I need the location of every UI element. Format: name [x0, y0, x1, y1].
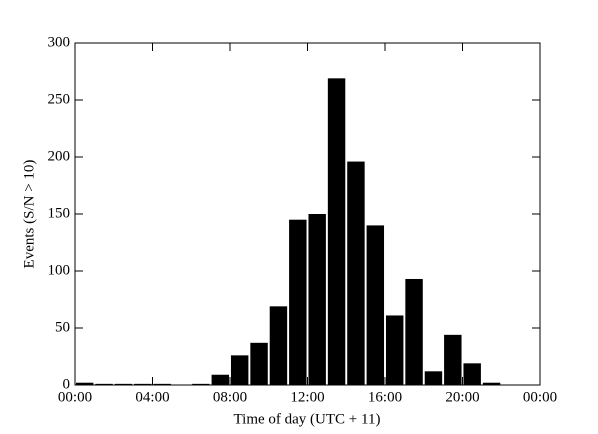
bar — [250, 342, 268, 385]
bar — [327, 78, 346, 385]
x-tick-label: 16:00 — [368, 389, 402, 405]
y-tick-label: 150 — [48, 205, 71, 221]
bar — [95, 383, 113, 385]
y-tick-label: 300 — [48, 34, 71, 50]
bar — [153, 383, 171, 385]
bar — [114, 383, 133, 385]
y-axis-label: Events (S/N > 10) — [21, 160, 37, 269]
bar — [463, 363, 481, 385]
bar — [444, 334, 462, 385]
x-tick-label: 00:00 — [523, 389, 557, 405]
y-tick-label: 100 — [48, 262, 71, 278]
bar — [366, 225, 385, 385]
bar — [134, 383, 152, 385]
bar — [230, 355, 249, 385]
y-tick-label: 200 — [48, 148, 71, 164]
bar — [424, 371, 443, 385]
x-axis-label: Time of day (UTC + 11) — [234, 411, 381, 427]
plot-frame — [74, 42, 541, 386]
bar — [482, 382, 501, 385]
x-tick-label: 12:00 — [290, 389, 324, 405]
y-tick-label: 0 — [63, 376, 71, 392]
bar — [289, 219, 307, 385]
y-tick-label: 50 — [55, 319, 70, 335]
x-tick-label: 04:00 — [135, 389, 169, 405]
x-tick-label: 08:00 — [213, 389, 247, 405]
x-tick-label: 20:00 — [445, 389, 479, 405]
bar — [308, 214, 326, 385]
x-tick-label: 00:00 — [58, 389, 92, 405]
bar — [385, 315, 404, 385]
bar — [405, 278, 423, 385]
bar — [211, 374, 230, 385]
bar — [192, 383, 210, 385]
bar — [75, 382, 94, 385]
bar — [269, 306, 288, 385]
bar — [347, 161, 365, 385]
y-tick-label: 250 — [48, 91, 71, 107]
